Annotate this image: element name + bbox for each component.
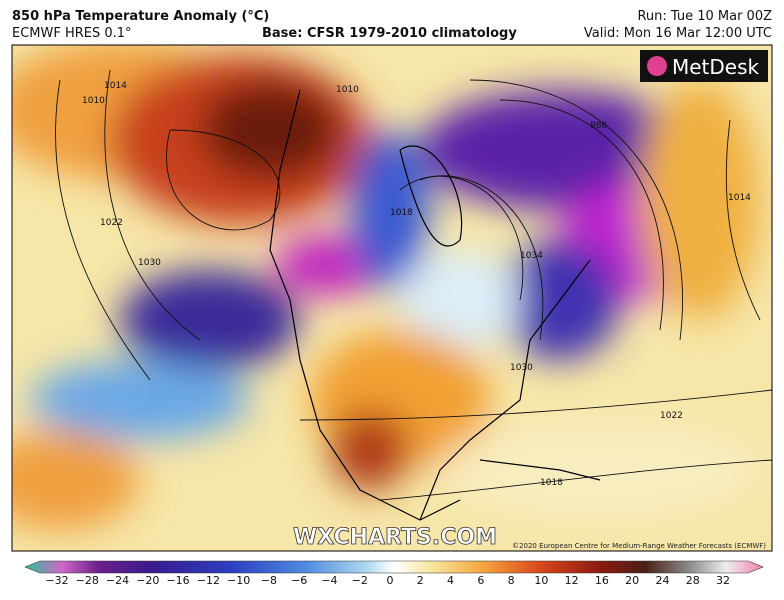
logo: MetDesk (672, 55, 760, 79)
colorbar-tick-label: 8 (508, 574, 515, 587)
isobar-label: 1010 (82, 96, 105, 106)
title: 850 hPa Temperature Anomaly (°C) (12, 9, 269, 24)
colorbar-tick-label: 6 (477, 574, 484, 587)
copyright: ©2020 European Centre for Medium-Range W… (512, 542, 766, 550)
base: Base: CFSR 1979-2010 climatology (262, 26, 517, 41)
map-frame (11, 44, 773, 552)
colorbar-tick-label: 20 (625, 574, 639, 587)
colorbar-tick-label: −32 (45, 574, 68, 587)
map: MetDesk WXCHARTS.COM ©2020 European Cent… (12, 45, 772, 551)
anomaly-field (12, 45, 760, 530)
logo-icon (647, 56, 667, 76)
colorbar-tick-label: −2 (352, 574, 368, 587)
colorbar-tick-label: −16 (166, 574, 189, 587)
colorbar-tick-label: −28 (76, 574, 99, 587)
colorbar-tick-label: −12 (197, 574, 220, 587)
isobar-label: 1030 (510, 363, 533, 373)
isobar-label: 1014 (728, 193, 751, 203)
isobar-label: 1030 (138, 258, 161, 268)
isobar-label: 1014 (104, 81, 127, 91)
colorbar-tick-label: −4 (321, 574, 337, 587)
isobar-label: 1022 (100, 218, 123, 228)
colorbar-tick-label: 10 (534, 574, 548, 587)
model: ECMWF HRES 0.1° (12, 26, 132, 41)
isobars (55, 69, 772, 501)
colorbar-tick-label: 0 (387, 574, 394, 587)
colorbar (24, 560, 764, 574)
isobar-label: 986 (590, 121, 607, 131)
colorbar-tick-label: −8 (261, 574, 277, 587)
run: Run: Tue 10 Mar 00Z (637, 9, 772, 24)
colorbar-tick-label: −6 (291, 574, 307, 587)
colorbar-tick-label: −20 (136, 574, 159, 587)
colorbar-tick-label: 12 (565, 574, 579, 587)
isobar-label: 1018 (390, 208, 413, 218)
colorbar-tick-label: 16 (595, 574, 609, 587)
valid: Valid: Mon 16 Mar 12:00 UTC (584, 26, 772, 41)
colorbar-tick-label: 24 (655, 574, 669, 587)
isobar-label: 1034 (520, 251, 543, 261)
colorbar-tick-label: −10 (227, 574, 250, 587)
isobar-label: 1018 (540, 478, 563, 488)
watermark: WXCHARTS.COM (293, 525, 497, 550)
colorbar-tick-label: 4 (447, 574, 454, 587)
isobar-label: 1022 (660, 411, 683, 421)
coastlines (269, 89, 601, 521)
colorbar-tick-label: 32 (716, 574, 730, 587)
colorbar-tick-label: 2 (417, 574, 424, 587)
isobar-label: 1010 (336, 85, 359, 95)
colorbar-tick-label: −24 (106, 574, 129, 587)
colorbar-tick-label: 28 (686, 574, 700, 587)
